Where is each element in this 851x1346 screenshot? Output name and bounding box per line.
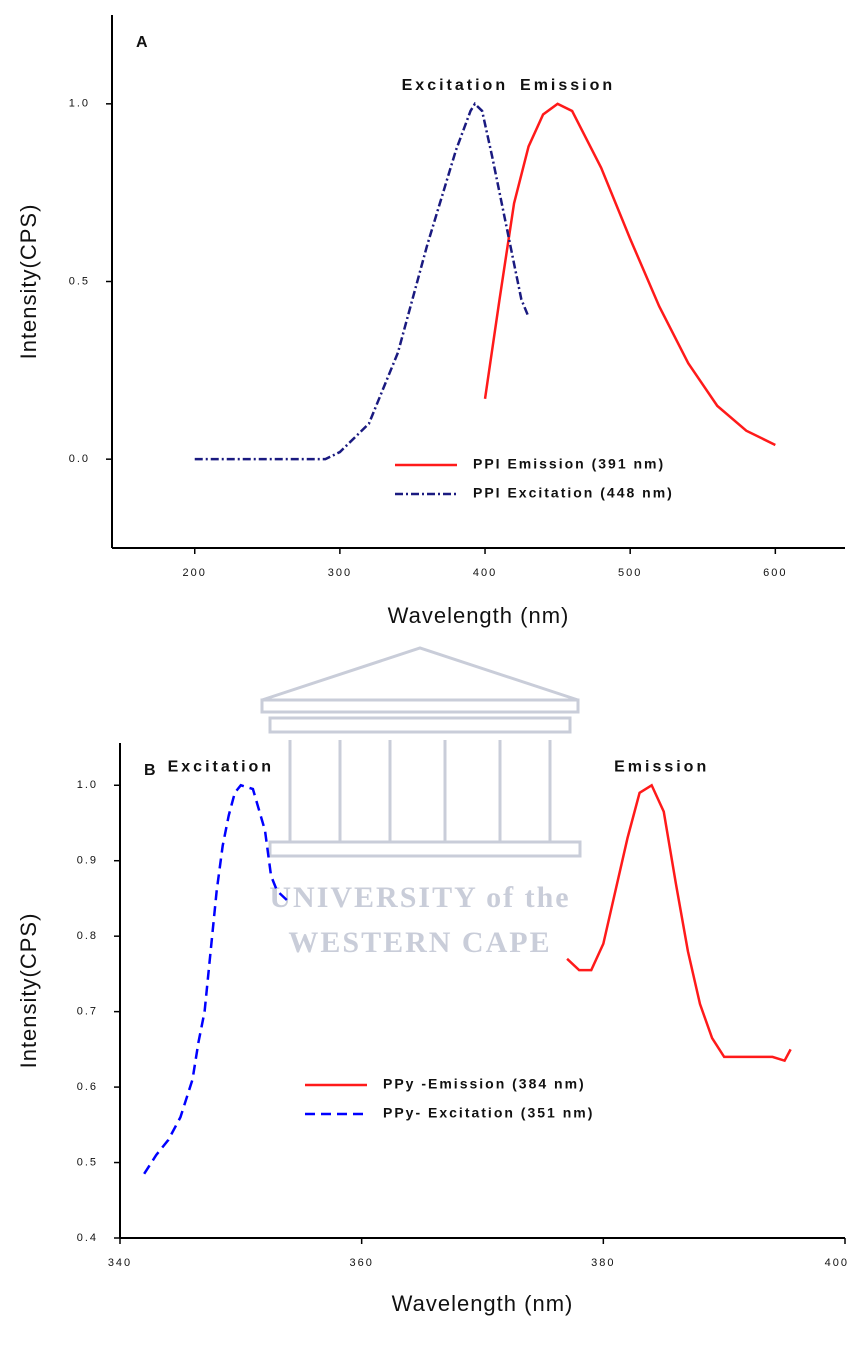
y-tick-label: 1.0 <box>77 779 98 791</box>
x-tick-label: 400 <box>473 567 497 579</box>
data-line <box>483 102 776 447</box>
y-tick-label: 0.9 <box>77 855 98 867</box>
x-tick-label: 400 <box>825 1257 849 1269</box>
panel-label: B <box>144 762 156 779</box>
annotation: Emission <box>520 77 615 94</box>
y-tick-label: 0.0 <box>69 453 90 465</box>
watermark-text: WESTERN CAPE <box>288 926 551 959</box>
y-tick-label: 1.0 <box>69 98 90 110</box>
annotation: Excitation <box>168 758 274 775</box>
y-tick-label: 0.7 <box>77 1006 98 1018</box>
y-tick-label: 0.6 <box>77 1081 98 1093</box>
panel-label: A <box>136 34 148 51</box>
y-tick-label: 0.4 <box>77 1232 98 1244</box>
legend-label: PPy- Excitation (351 nm) <box>383 1105 594 1121</box>
x-axis-title: Wavelength (nm) <box>392 1291 574 1316</box>
x-tick-label: 600 <box>763 567 787 579</box>
y-tick-label: 0.8 <box>77 930 98 942</box>
watermark-logo <box>260 646 582 858</box>
data-line <box>143 783 291 1175</box>
annotation: Emission <box>614 758 709 775</box>
legend-label: PPy -Emission (384 nm) <box>383 1076 586 1092</box>
watermark-text: UNIVERSITY of the <box>269 881 570 914</box>
x-axis-title: Wavelength (nm) <box>388 603 570 628</box>
x-tick-label: 340 <box>108 1257 132 1269</box>
y-tick-label: 0.5 <box>77 1156 98 1168</box>
x-tick-label: 360 <box>349 1257 373 1269</box>
legend-label: PPI Excitation (448 nm) <box>473 485 674 501</box>
y-axis-title: Intensity(CPS) <box>16 913 41 1069</box>
x-tick-label: 500 <box>618 567 642 579</box>
y-axis-title: Intensity(CPS) <box>16 204 41 360</box>
x-tick-label: 300 <box>328 567 352 579</box>
annotation: Excitation <box>402 77 508 94</box>
data-line <box>194 101 530 461</box>
x-tick-label: 380 <box>591 1257 615 1269</box>
x-tick-label: 200 <box>183 567 207 579</box>
y-tick-label: 0.5 <box>69 275 90 287</box>
legend-label: PPI Emission (391 nm) <box>473 456 665 472</box>
data-line <box>566 783 792 1063</box>
